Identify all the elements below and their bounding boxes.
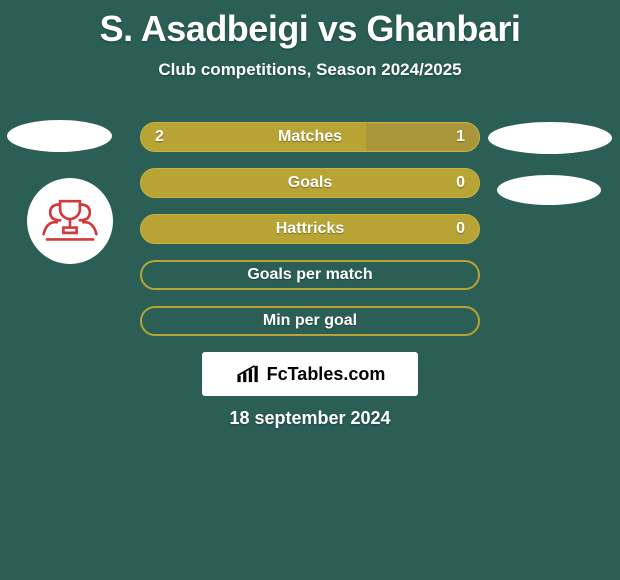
stat-row: Min per goal	[140, 306, 480, 336]
stat-row: Matches2 1	[140, 122, 480, 152]
stat-value-right: 0	[456, 169, 465, 197]
branding-label: FcTables.com	[267, 364, 386, 385]
stat-value-right: 0	[456, 215, 465, 243]
page-subtitle: Club competitions, Season 2024/2025	[0, 60, 620, 80]
club-badge-left	[27, 178, 113, 264]
player-avatar-right	[488, 122, 612, 154]
bar-chart-icon	[235, 364, 261, 384]
snapshot-date: 18 september 2024	[0, 408, 620, 429]
stats-container: Matches21Goals0Hattricks0Goals per match…	[140, 122, 480, 352]
stat-label: Hattricks	[141, 215, 479, 243]
stat-row: Hattricks0	[140, 214, 480, 244]
stat-label: Min per goal	[142, 308, 478, 334]
stat-label: Goals per match	[142, 262, 478, 288]
stat-value-left: 2	[155, 123, 164, 151]
trophy-crest-icon	[37, 188, 103, 254]
branding-badge: FcTables.com	[202, 352, 418, 396]
stat-value-right: 1	[456, 123, 465, 151]
club-badge-right	[497, 175, 601, 205]
player-avatar-left	[7, 120, 112, 152]
stat-row: Goals per match	[140, 260, 480, 290]
stat-row: Goals0	[140, 168, 480, 198]
page-title: S. Asadbeigi vs Ghanbari	[0, 0, 620, 50]
stat-label: Matches	[141, 123, 479, 151]
stat-label: Goals	[141, 169, 479, 197]
